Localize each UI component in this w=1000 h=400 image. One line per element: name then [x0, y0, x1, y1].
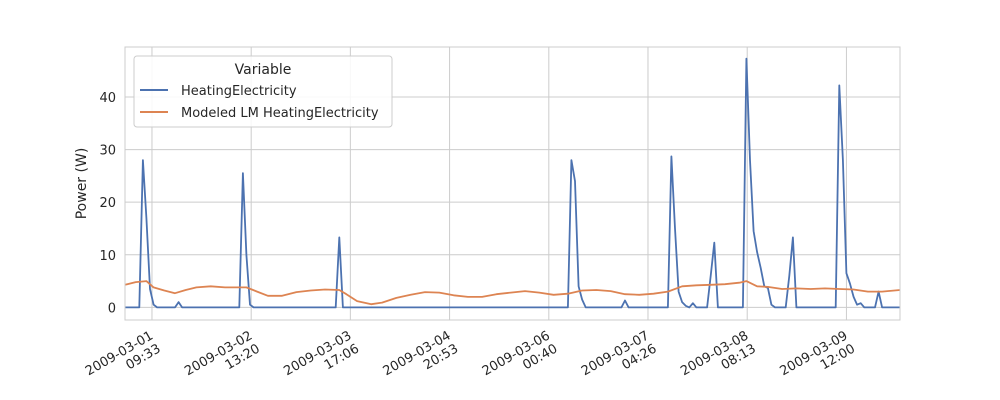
y-axis-label: Power (W) [74, 148, 90, 220]
legend-title: Variable [235, 62, 292, 78]
y-tick-label: 40 [99, 91, 116, 106]
x-tick-label: 2009-03-0213:20 [182, 328, 262, 392]
x-tick-label: 2009-03-0109:33 [83, 328, 163, 392]
x-tick-label: 2009-03-0808:13 [678, 328, 758, 392]
y-tick-label: 10 [99, 249, 116, 264]
x-tick-label: 2009-03-0600:40 [480, 328, 560, 392]
y-tick-labels: 0 10 20 30 40 [99, 91, 116, 316]
legend-label-heating-electricity: HeatingElectricity [181, 84, 297, 99]
y-tick-label: 20 [99, 196, 116, 211]
series-line-0 [125, 57, 900, 309]
series-line-1 [124, 280, 901, 306]
y-tick-label: 0 [108, 301, 116, 316]
legend: Variable HeatingElectricity Modeled LM H… [133, 55, 393, 128]
x-tick-label: 2009-03-0704:26 [579, 328, 659, 392]
y-tick-label: 30 [99, 144, 116, 159]
legend-box [133, 55, 393, 128]
x-tick-label: 2009-03-0317:06 [281, 328, 361, 392]
x-tick-labels: 2009-03-0109:33 2009-03-0213:20 2009-03-03… [83, 328, 858, 392]
x-tick-label: 2009-03-0912:00 [777, 328, 857, 392]
plot-frame [124, 46, 901, 321]
series-layer [124, 57, 901, 309]
legend-label-modeled-lm: Modeled LM HeatingElectricity [181, 106, 379, 121]
x-tick-label: 2009-03-0420:53 [381, 328, 461, 392]
